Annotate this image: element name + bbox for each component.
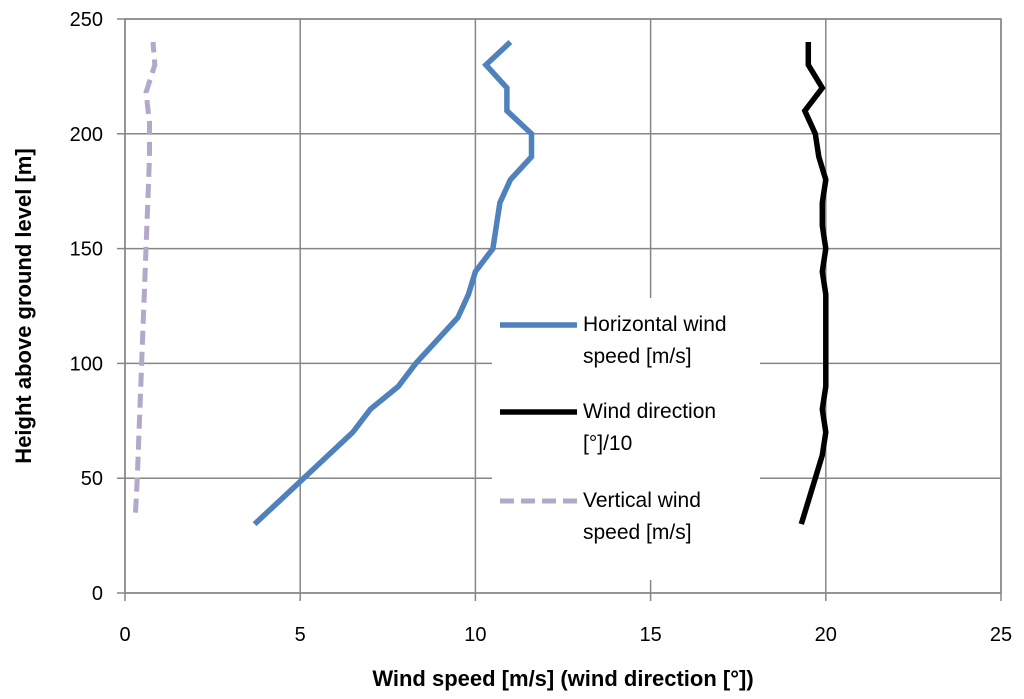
x-tick-label: 15 [639,624,661,646]
plot-area-border [124,18,1002,594]
y-tick-label: 50 [81,468,103,490]
x-axis-title: Wind speed [m/s] (wind direction [°]) [372,666,753,691]
y-tick-label: 150 [70,239,103,261]
legend-label: Vertical wind [583,489,701,512]
x-tick-label: 10 [464,624,486,646]
legend-label: Wind direction [583,400,716,423]
x-tick-label: 0 [119,624,130,646]
x-tick-label: 20 [815,624,837,646]
series-line-2 [133,41,158,513]
series-layer [133,39,829,527]
legend-label: [°]/10 [583,432,632,455]
y-tick-label: 0 [92,583,103,605]
legend-label: speed [m/s] [583,345,692,368]
x-tick-label: 25 [990,624,1012,646]
y-tick-label: 200 [70,124,103,146]
legend-label: speed [m/s] [583,521,692,544]
legend-label: Horizontal wind [583,313,727,336]
y-tick-label: 250 [70,9,103,31]
x-tick-label: 5 [295,624,306,646]
y-tick-label: 100 [70,353,103,375]
series-line-0 [252,39,535,527]
legend: Horizontal wind speed [m/s] Wind direction… [492,298,760,580]
y-axis-title: Height above ground level [m] [11,148,36,463]
legend-box [492,298,760,580]
series-line-1 [798,42,829,525]
